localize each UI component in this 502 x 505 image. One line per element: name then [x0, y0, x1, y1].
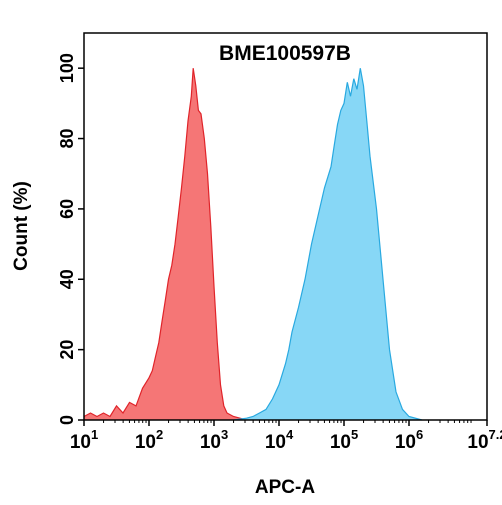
y-tick-label: 20: [57, 340, 77, 360]
series-1-line: [83, 68, 247, 421]
y-tick-label: 60: [57, 199, 77, 219]
x-tick-label: 107.2: [467, 427, 502, 453]
series-1-area: [84, 68, 247, 420]
plot-frame: [83, 32, 488, 421]
y-tick-label: 40: [57, 269, 77, 289]
axis-layer: 0 20 40 60 80 100 101 102 103 104 105 106 107.2: [57, 53, 502, 453]
x-tick-label: 103: [200, 427, 228, 453]
x-tick-label: 105: [330, 427, 358, 453]
y-tick-label: 0: [57, 415, 77, 425]
series-2-line: [233, 68, 423, 421]
x-axis-label: APC-A: [255, 477, 315, 498]
x-tick-label: 106: [395, 427, 423, 453]
chart-title: BME100597B: [219, 42, 351, 65]
series-layer: [83, 68, 423, 421]
x-tick-label: 101: [70, 427, 98, 453]
y-tick-label: 100: [57, 53, 77, 83]
x-tick-label: 104: [265, 427, 294, 453]
y-tick-label: 80: [57, 129, 77, 149]
series-2-area: [233, 68, 422, 420]
y-axis-label: Count (%): [11, 181, 32, 271]
x-tick-label: 102: [135, 427, 163, 453]
